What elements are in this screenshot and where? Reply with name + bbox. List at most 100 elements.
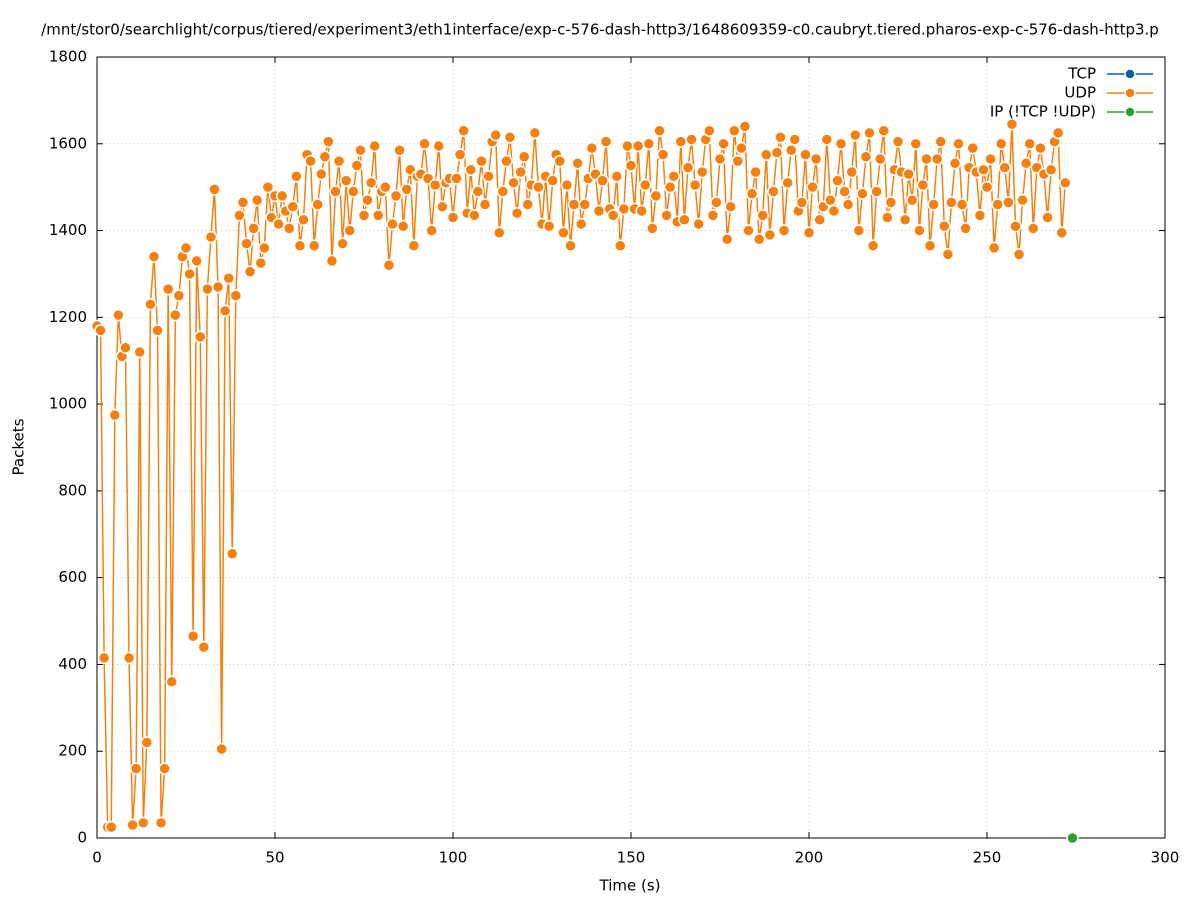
- data-point: [236, 196, 250, 209]
- data-point: [468, 209, 481, 222]
- legend-swatch-point: [1124, 106, 1136, 118]
- data-point: [329, 185, 342, 198]
- data-point: [824, 193, 837, 207]
- data-point: [767, 185, 780, 198]
- data-point: [158, 762, 171, 775]
- data-point: [169, 308, 182, 322]
- data-point: [94, 324, 107, 337]
- data-point: [656, 148, 670, 161]
- data-point: [731, 154, 745, 168]
- data-point: [717, 137, 730, 151]
- y-tick-label: 400: [58, 655, 87, 673]
- data-point: [991, 198, 1004, 211]
- data-point: [945, 196, 958, 209]
- data-point: [336, 237, 349, 250]
- data-point: [489, 128, 502, 142]
- data-point: [834, 137, 848, 151]
- data-point: [179, 241, 193, 255]
- data-point: [909, 137, 923, 151]
- data-point: [457, 124, 470, 138]
- data-point: [318, 150, 332, 164]
- data-point: [688, 178, 702, 192]
- data-point: [140, 736, 154, 749]
- data-point: [831, 174, 844, 187]
- data-point: [809, 152, 823, 166]
- data-point: [507, 176, 520, 190]
- data-point: [998, 161, 1012, 174]
- data-point: [934, 135, 947, 148]
- plot-border: [96, 56, 1166, 839]
- data-point: [881, 211, 894, 224]
- data-point: [293, 239, 307, 252]
- data-point: [500, 154, 513, 168]
- data-point: [614, 239, 627, 252]
- data-point: [190, 254, 203, 268]
- data-point: [282, 222, 296, 235]
- data-point: [681, 161, 695, 174]
- data-point: [913, 224, 926, 237]
- legend-swatch-point: [1124, 87, 1136, 99]
- data-point: [119, 341, 132, 354]
- data-point: [564, 239, 577, 252]
- data-point: [407, 239, 421, 252]
- data-point: [1041, 211, 1054, 224]
- legend-label: IP (!TCP !UDP): [990, 103, 1096, 121]
- data-point: [578, 198, 591, 211]
- data-point: [112, 308, 125, 322]
- data-point: [1005, 118, 1019, 131]
- data-point: [315, 167, 328, 181]
- data-point: [948, 157, 962, 170]
- data-point: [361, 193, 374, 207]
- data-point: [980, 180, 994, 194]
- data-point: [745, 187, 759, 200]
- data-point: [638, 178, 652, 192]
- data-point: [930, 152, 944, 166]
- data-point: [724, 200, 737, 213]
- data-point: [304, 154, 317, 168]
- data-point: [464, 163, 478, 177]
- data-point: [514, 165, 527, 179]
- data-point: [343, 224, 357, 237]
- data-point: [557, 226, 570, 239]
- data-point: [1012, 248, 1026, 261]
- data-point: [806, 180, 819, 194]
- data-point: [1019, 157, 1033, 170]
- data-point: [1044, 163, 1058, 177]
- data-point: [186, 629, 200, 643]
- data-point: [493, 226, 506, 239]
- data-point: [649, 189, 663, 203]
- y-tick-label: 0: [77, 829, 87, 847]
- data-point: [952, 137, 965, 151]
- data-point: [592, 204, 606, 218]
- y-tick-label: 1000: [49, 395, 87, 413]
- legend-label: UDP: [1064, 84, 1096, 102]
- data-point: [396, 219, 410, 233]
- data-point: [820, 133, 834, 146]
- x-tick-label: 150: [617, 849, 646, 867]
- data-point: [436, 200, 449, 213]
- data-point: [1055, 226, 1069, 239]
- data-point: [290, 170, 303, 183]
- data-point: [97, 651, 111, 665]
- x-tick-label: 200: [795, 849, 824, 867]
- data-point: [215, 742, 228, 756]
- data-point: [347, 185, 360, 198]
- data-point: [450, 172, 463, 185]
- data-point: [884, 196, 898, 209]
- data-point: [923, 239, 937, 252]
- data-point: [261, 180, 275, 194]
- data-point: [379, 180, 392, 194]
- data-point: [845, 165, 858, 179]
- data-point: [870, 185, 883, 198]
- data-point: [802, 226, 816, 239]
- data-point: [877, 124, 891, 138]
- data-point: [710, 196, 723, 209]
- data-point: [428, 178, 442, 192]
- data-point: [126, 818, 139, 832]
- data-point: [606, 209, 620, 222]
- data-point: [122, 651, 136, 665]
- data-point: [496, 185, 510, 198]
- data-point: [478, 198, 492, 211]
- data-point: [218, 304, 232, 318]
